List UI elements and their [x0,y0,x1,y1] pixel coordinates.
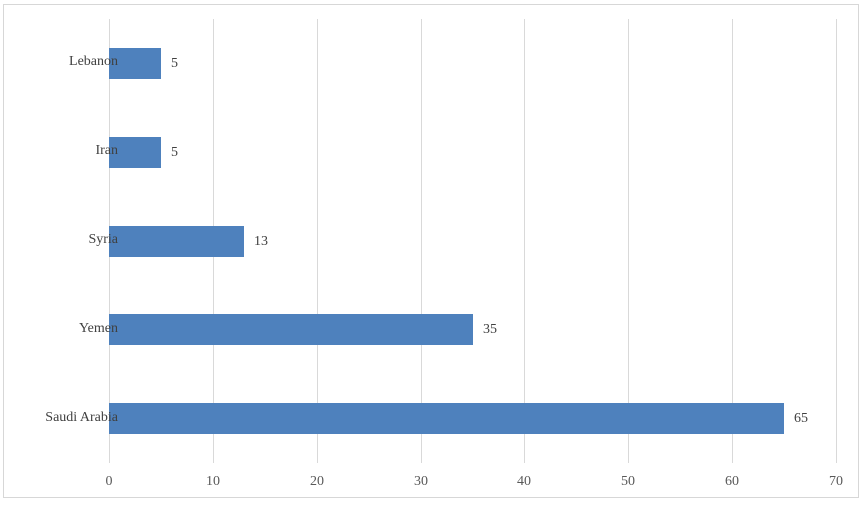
value-label-syria: 13 [254,234,268,249]
x-tick-70: 70 [829,474,843,489]
gridline-40 [524,19,525,463]
x-tick-50: 50 [621,474,635,489]
value-label-saudi-arabia: 65 [794,411,808,426]
bar-syria [109,226,244,257]
bar-lebanon [109,48,161,79]
gridline-20 [317,19,318,463]
bar-iran [109,137,161,168]
bar-yemen [109,314,473,345]
x-tick-40: 40 [517,474,531,489]
gridline-70 [836,19,837,463]
bar-chart: 5 5 13 35 65 Lebanon Iran Syria Yemen Saudi Arab… [3,4,859,498]
x-tick-0: 0 [105,474,113,489]
category-label-yemen: Yemen [78,321,118,336]
x-tick-10: 10 [206,474,220,489]
category-label-syria: Syria [88,232,118,247]
gridline-30 [421,19,422,463]
category-label-saudi-arabia: Saudi Arabia [45,410,118,425]
x-tick-30: 30 [414,474,428,489]
value-label-iran: 5 [171,145,178,160]
x-tick-20: 20 [310,474,324,489]
value-label-yemen: 35 [483,322,497,337]
value-label-lebanon: 5 [171,56,178,71]
gridline-50 [628,19,629,463]
x-tick-60: 60 [725,474,739,489]
plot-area: 5 5 13 35 65 [109,19,837,463]
gridline-60 [732,19,733,463]
category-label-iran: Iran [95,143,118,158]
bar-saudi-arabia [109,403,784,434]
category-label-lebanon: Lebanon [69,54,118,69]
